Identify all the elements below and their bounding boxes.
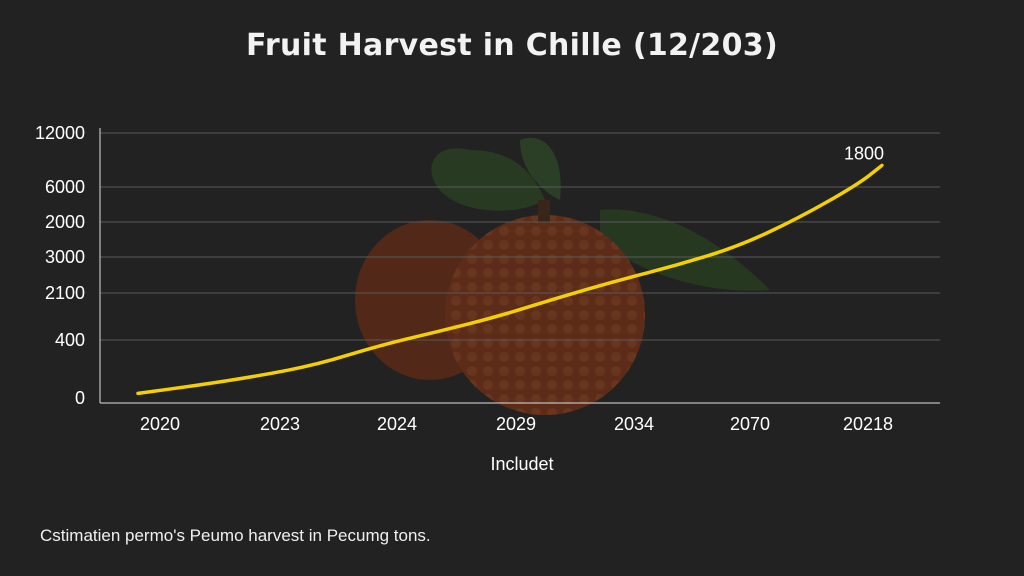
grid	[100, 132, 940, 341]
y-tick-label: 0	[75, 388, 85, 408]
y-tick-label: 2100	[45, 283, 85, 303]
leaf-right	[600, 209, 770, 291]
series-line	[136, 163, 884, 396]
y-tick-label: 6000	[45, 177, 85, 197]
leaf-left	[431, 148, 545, 211]
data-label: 1800	[844, 143, 884, 163]
chart-title: Fruit Harvest in Chille (12/203)	[246, 28, 778, 63]
series	[136, 163, 884, 396]
x-tick-label: 2024	[377, 414, 417, 434]
x-tick-label: 2020	[140, 414, 180, 434]
x-tick-label: 2023	[260, 414, 300, 434]
y-tick-label: 3000	[45, 247, 85, 267]
y-tick-label: 2000	[45, 212, 85, 232]
x-tick-label: 2029	[496, 414, 536, 434]
y-tick-labels: 0 400 2100 3000 2000 6000 12000	[35, 123, 85, 408]
x-tick-label: 2034	[614, 414, 654, 434]
annotations: 1800	[844, 143, 884, 163]
x-axis-label: Includet	[490, 454, 553, 474]
fruit-illustration	[355, 137, 770, 415]
leaf-top	[520, 137, 561, 200]
y-tick-label: 12000	[35, 123, 85, 143]
x-tick-label: 20218	[843, 414, 893, 434]
y-tick-label: 400	[55, 330, 85, 350]
x-tick-label: 2070	[730, 414, 770, 434]
x-tick-labels: 2020 2023 2024 2029 2034 2070 20218	[140, 414, 893, 434]
chart-caption: Cstimatien permo's Peumo harvest in Pecu…	[40, 526, 431, 545]
axes	[99, 128, 940, 404]
